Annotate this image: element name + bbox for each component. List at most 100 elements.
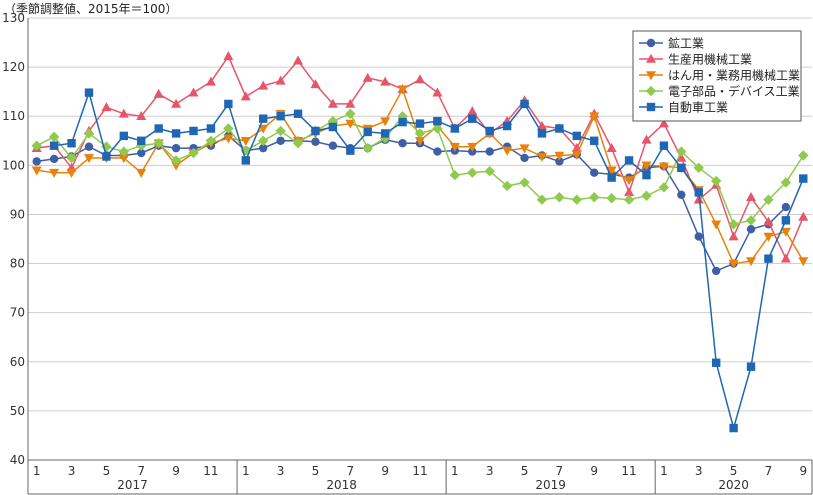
- data-point: [537, 129, 547, 138]
- data-point: [398, 139, 407, 148]
- x-tick-label: 3: [68, 464, 76, 478]
- y-tick-label: 100: [2, 158, 25, 172]
- year-label: 2018: [326, 478, 357, 492]
- data-point: [240, 136, 251, 146]
- x-tick-label: 3: [695, 464, 703, 478]
- data-point: [84, 142, 94, 151]
- data-point: [658, 118, 669, 128]
- data-point: [259, 143, 268, 153]
- data-point: [345, 98, 356, 108]
- data-point: [641, 161, 652, 171]
- data-point: [380, 117, 391, 127]
- data-point: [745, 215, 757, 226]
- data-point: [449, 142, 460, 152]
- y-tick-label: 130: [2, 11, 25, 25]
- x-tick-label: 7: [556, 464, 564, 478]
- data-point: [415, 119, 425, 128]
- data-point: [763, 232, 774, 242]
- data-point: [293, 109, 303, 118]
- data-point: [502, 121, 512, 131]
- data-point: [67, 139, 76, 148]
- data-point: [781, 216, 791, 225]
- data-point: [154, 124, 163, 133]
- data-point: [205, 135, 217, 146]
- data-point: [188, 87, 199, 97]
- data-point: [119, 131, 129, 141]
- data-point: [31, 166, 42, 176]
- data-point: [118, 108, 129, 118]
- data-point: [693, 162, 704, 173]
- data-point: [728, 219, 739, 230]
- data-point: [590, 168, 599, 177]
- data-point: [137, 136, 146, 145]
- x-tick-label: 9: [172, 464, 180, 478]
- data-point: [589, 192, 600, 203]
- data-point: [380, 76, 391, 86]
- data-point: [467, 142, 478, 152]
- data-point: [781, 202, 791, 212]
- data-point: [798, 150, 809, 161]
- data-point: [746, 224, 756, 234]
- data-point: [571, 194, 582, 205]
- data-point: [240, 91, 251, 101]
- data-point: [659, 141, 669, 150]
- data-point: [275, 75, 286, 85]
- data-point: [728, 259, 739, 269]
- data-point: [590, 136, 599, 145]
- data-point: [258, 80, 269, 90]
- x-tick-label: 9: [799, 464, 807, 478]
- data-point: [346, 146, 355, 155]
- x-tick-label: 5: [312, 464, 320, 478]
- data-point: [32, 157, 41, 166]
- legend-label: はん用・業務用機械工業: [668, 68, 800, 83]
- legend-label: 生産用機械工業: [668, 52, 752, 67]
- unit-label: （季節調整値、2015年＝100）: [4, 2, 178, 16]
- series-line-1: [36, 134, 787, 272]
- x-tick-label: 9: [590, 464, 598, 478]
- data-point: [223, 123, 234, 134]
- data-point: [536, 152, 547, 162]
- data-point: [711, 220, 722, 230]
- data-point: [485, 126, 494, 136]
- x-tick-label: 3: [486, 464, 494, 478]
- data-point: [694, 232, 703, 241]
- x-tick-label: 9: [381, 464, 389, 478]
- data-point: [188, 147, 199, 159]
- data-point: [224, 99, 233, 109]
- data-point: [710, 175, 722, 187]
- data-point: [623, 194, 635, 205]
- data-point: [101, 141, 112, 152]
- data-point: [642, 170, 651, 180]
- data-point: [468, 114, 477, 123]
- data-point: [206, 124, 216, 133]
- data-point: [449, 169, 461, 181]
- data-point: [311, 126, 320, 136]
- data-point: [84, 88, 94, 97]
- data-point: [572, 131, 581, 141]
- data-point: [799, 174, 808, 183]
- data-point: [554, 192, 565, 203]
- data-point: [276, 136, 285, 145]
- data-point: [798, 257, 809, 267]
- data-point: [711, 266, 721, 276]
- data-point: [676, 152, 687, 162]
- legend-label: 鉱工業: [668, 36, 704, 51]
- data-point: [118, 146, 130, 157]
- data-point: [555, 124, 564, 133]
- x-tick-label: 5: [730, 464, 738, 478]
- y-tick-label: 60: [10, 355, 25, 369]
- data-point: [170, 155, 182, 166]
- data-point: [502, 146, 513, 156]
- data-point: [467, 167, 478, 178]
- data-point: [31, 140, 42, 151]
- data-point: [606, 142, 617, 152]
- data-point: [362, 142, 373, 154]
- year-label: 2020: [718, 478, 749, 492]
- data-point: [711, 358, 721, 367]
- data-point: [153, 138, 164, 149]
- data-point: [677, 163, 686, 172]
- legend-label: 自動車工業: [668, 101, 728, 115]
- data-point: [624, 176, 635, 186]
- data-point: [223, 51, 234, 61]
